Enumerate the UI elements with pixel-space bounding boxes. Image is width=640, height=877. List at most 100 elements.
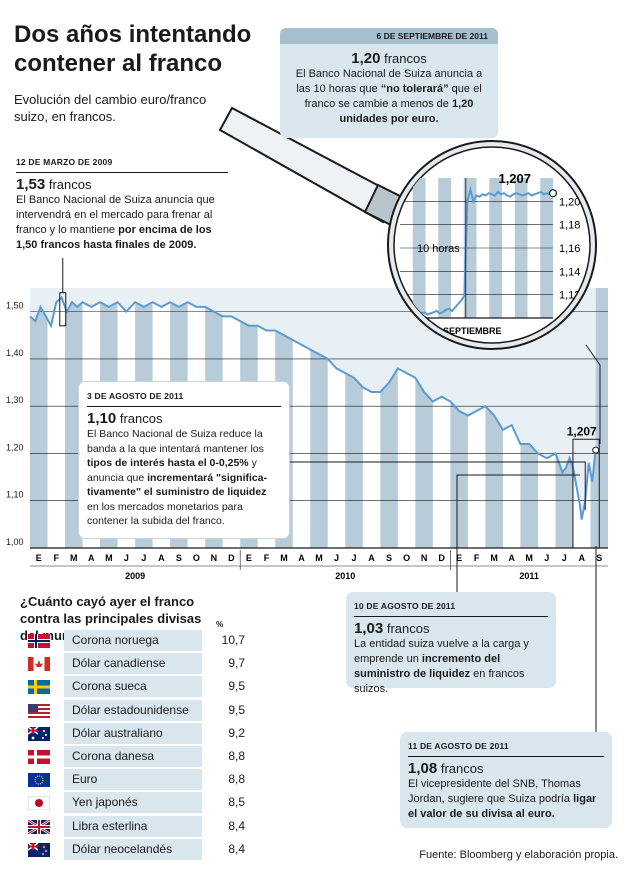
callout-text: El Banco Nacional de Suiza anuncia que i… bbox=[16, 194, 215, 236]
x-tick-label: A bbox=[298, 553, 305, 563]
x-tick-label: O bbox=[403, 553, 410, 563]
zoom-time-label: 10 horas bbox=[417, 243, 460, 255]
currency-value: 9,5 bbox=[228, 679, 245, 694]
callout-value: 1,20 bbox=[351, 50, 381, 67]
callout-text-mid: que el franco se cambie a menos de bbox=[304, 83, 482, 110]
month-stripe bbox=[30, 288, 48, 548]
currency-value: 8,8 bbox=[228, 772, 245, 787]
callout-text-mid: y anuncia que bbox=[87, 457, 257, 484]
table-row: Yen japonés 8,5 bbox=[20, 792, 245, 814]
x-tick-label: O bbox=[193, 553, 200, 563]
x-tick-label: M bbox=[70, 553, 78, 563]
usa-flag bbox=[28, 703, 50, 718]
table-row: Corona sueca 9,5 bbox=[20, 676, 245, 698]
australia-flag bbox=[28, 726, 50, 741]
currency-name: Dólar canadiense bbox=[64, 653, 202, 675]
table-title: ¿Cuánto cayó ayer el franco contra las p… bbox=[20, 594, 202, 643]
x-tick-label: M bbox=[525, 553, 533, 563]
callout-value: 1,08 bbox=[408, 760, 438, 777]
callout-unit: francos bbox=[119, 411, 163, 426]
japan-flag bbox=[28, 796, 50, 811]
x-tick-label: A bbox=[578, 553, 585, 563]
table-unit: % bbox=[216, 620, 224, 629]
eu-flag bbox=[28, 773, 50, 788]
x-tick-label: D bbox=[438, 553, 445, 563]
year-label: 2011 bbox=[519, 571, 539, 581]
exchange-rate-line bbox=[29, 295, 597, 520]
y-tick-label: 1,50 bbox=[6, 301, 24, 311]
x-tick-label: A bbox=[368, 553, 375, 563]
currency-value: 8,8 bbox=[228, 749, 245, 763]
y-tick-label: 1,40 bbox=[6, 348, 24, 358]
callout-value: 1,03 bbox=[354, 620, 384, 637]
callout-text-bold: ligar el valor de su divisa al euro. bbox=[408, 793, 597, 820]
x-tick-label: S bbox=[176, 553, 182, 563]
x-tick-label: D bbox=[228, 553, 235, 563]
currency-name: Libra esterlina bbox=[64, 815, 202, 837]
callout-unit: francos bbox=[384, 51, 427, 66]
callout-aug11: 11 DE AGOSTO DE 2011 1,08 francos El vic… bbox=[400, 732, 612, 828]
y-tick-labels: 1,50 1,40 1,30 1,20 1,10 1,00 bbox=[6, 301, 24, 547]
connector-line bbox=[456, 474, 580, 592]
callout-date: 10 DE AGOSTO DE 2011 bbox=[354, 601, 456, 611]
currency-value: 10,7 bbox=[221, 633, 245, 647]
currency-value: 9,5 bbox=[228, 702, 245, 717]
callout-mar2009: 12 DE MARZO DE 2009 1,53 francos El Banc… bbox=[16, 152, 228, 253]
zoom-y-tick-label: 1,14 bbox=[559, 266, 580, 278]
callout-value: 1,10 bbox=[87, 410, 117, 427]
table-row: Dólar canadiense 9,7 bbox=[20, 653, 245, 675]
callout-text: El vicepresidente del SNB, Thomas Jordan… bbox=[408, 778, 581, 805]
x-tick-label: N bbox=[211, 553, 218, 563]
zoom-y-tick-label: 1,20 bbox=[559, 196, 580, 208]
x-tick-label: F bbox=[474, 553, 480, 563]
callout-text-post: en los mercados monetarios para contener… bbox=[87, 500, 243, 528]
table-row: Corona noruega 10,7 bbox=[20, 630, 245, 651]
table-row: Euro 8,8 bbox=[20, 769, 245, 791]
x-tick-label: F bbox=[54, 553, 60, 563]
x-tick-label: J bbox=[334, 553, 339, 563]
callout-date: 3 DE AGOSTO DE 2011 bbox=[87, 391, 184, 401]
highlight-label: 1,207 bbox=[567, 424, 597, 438]
callout-unit: francos bbox=[440, 761, 484, 776]
x-tick-label: S bbox=[386, 553, 392, 563]
x-tick-label: M bbox=[315, 553, 323, 563]
y-tick-label: 1,30 bbox=[6, 395, 24, 405]
zoom-highlight-label: 1,207 bbox=[498, 171, 531, 186]
currency-name: Dólar neocelandés bbox=[64, 838, 202, 860]
x-tick-label: E bbox=[456, 553, 462, 563]
callout-unit: francos bbox=[48, 177, 92, 192]
callout-text-post: en francos suizos. bbox=[354, 668, 525, 695]
denmark-flag bbox=[28, 750, 50, 764]
currency-value: 8,4 bbox=[228, 818, 245, 833]
y-tick-label: 1,00 bbox=[6, 537, 24, 547]
currency-value: 8,5 bbox=[228, 795, 245, 810]
norway-flag bbox=[28, 634, 50, 648]
callout-date: 11 DE AGOSTO DE 2011 bbox=[408, 741, 509, 751]
x-tick-label: M bbox=[280, 553, 288, 563]
callout-text-bold: incremento del suministro de liquidez bbox=[354, 653, 501, 680]
callout-date: 12 DE MARZO DE 2009 bbox=[16, 157, 113, 167]
canada-flag bbox=[28, 657, 50, 672]
x-tick-label: J bbox=[141, 553, 146, 563]
currency-value: 8,4 bbox=[228, 841, 245, 856]
callout-text-bold2: 1,20 unidades por euro. bbox=[339, 98, 474, 125]
x-tick-label: S bbox=[596, 553, 602, 563]
x-tick-label: F bbox=[264, 553, 270, 563]
uk-flag bbox=[28, 819, 50, 834]
x-tick-label: A bbox=[158, 553, 165, 563]
callout-text: El Banco Nacional de Suiza reduce la ban… bbox=[87, 428, 264, 455]
sweden-flag bbox=[28, 680, 50, 695]
callout-text: La entidad suiza vuelve a la carga y emp… bbox=[354, 638, 529, 665]
callout-text-bold: “no tolerará” bbox=[380, 83, 449, 95]
zoom-y-tick-label: 1,16 bbox=[559, 243, 580, 255]
x-tick-label: A bbox=[508, 553, 515, 563]
currency-name: Dólar australiano bbox=[64, 722, 202, 744]
callout-text-bold2: incrementará "significa-tivamente" el su… bbox=[87, 471, 268, 499]
newzealand-flag bbox=[28, 842, 50, 857]
callout-aug3: 3 DE AGOSTO DE 2011 1,10 francos El Banc… bbox=[78, 381, 290, 539]
table-row: Dólar australiano 9,2 bbox=[20, 722, 245, 744]
table-row: Corona danesa 8,8 bbox=[20, 746, 245, 767]
